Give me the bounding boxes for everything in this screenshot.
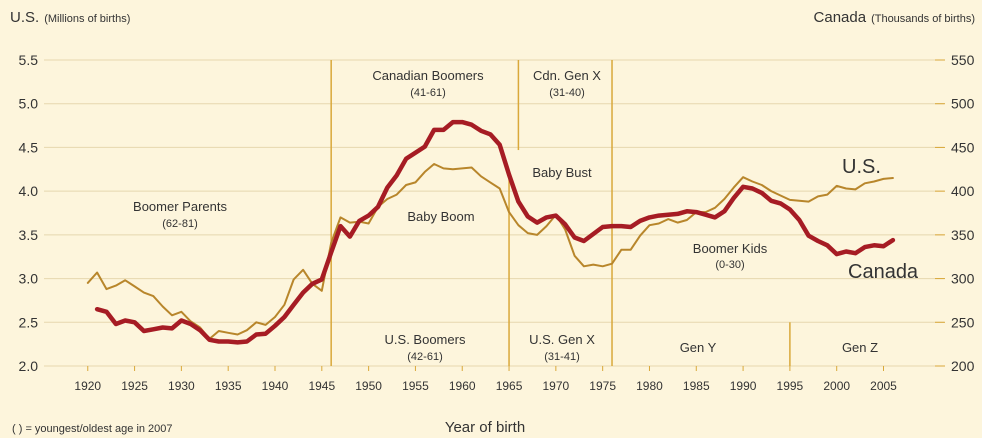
- x-tick-label: 1965: [496, 379, 523, 393]
- annotation: U.S. Gen X: [529, 332, 595, 347]
- y2-tick-label: 300: [951, 271, 975, 287]
- x-tick-label: 1980: [636, 379, 663, 393]
- y2-tick-label: 350: [951, 227, 975, 243]
- y2-tick-label: 500: [951, 96, 975, 112]
- annotation: Canadian Boomers: [372, 68, 484, 83]
- x-tick-label: 1985: [683, 379, 710, 393]
- x-tick-label: 1940: [262, 379, 289, 393]
- x-tick-label: 1960: [449, 379, 476, 393]
- y-tick-label: 2.5: [19, 314, 39, 330]
- annotation: (31-40): [549, 87, 584, 99]
- series-label: Canada: [848, 261, 919, 283]
- x-tick-label: 1925: [121, 379, 148, 393]
- y2-label: Canada: [814, 9, 867, 26]
- x-tick-label: 1990: [730, 379, 757, 393]
- annotation: (62-81): [162, 218, 197, 230]
- annotation: Gen Z: [842, 340, 878, 355]
- y-tick-label: 3.0: [19, 271, 39, 287]
- y-tick-label: 5.5: [19, 52, 39, 68]
- footnote: ( ) = youngest/oldest age in 2007: [12, 423, 173, 435]
- annotation: Baby Boom: [407, 209, 474, 224]
- y2-label-unit: (Thousands of births): [871, 13, 975, 25]
- annotation: Boomer Parents: [133, 199, 227, 214]
- x-tick-label: 1920: [74, 379, 101, 393]
- annotation: (31-41): [544, 351, 579, 363]
- series-label: U.S.: [842, 156, 881, 178]
- annotation: U.S. Boomers: [385, 332, 466, 347]
- y-label: U.S.: [10, 9, 39, 26]
- x-tick-label: 1930: [168, 379, 195, 393]
- y-tick-label: 5.0: [19, 96, 39, 112]
- y2-tick-label: 550: [951, 52, 975, 68]
- x-tick-label: 1935: [215, 379, 242, 393]
- y2-tick-label: 400: [951, 183, 975, 199]
- x-tick-label: 1970: [542, 379, 569, 393]
- x-tick-label: 1975: [589, 379, 616, 393]
- x-tick-label: 1995: [777, 379, 804, 393]
- x-tick-label: 2000: [823, 379, 850, 393]
- annotation: (41-61): [410, 87, 445, 99]
- x-tick-label: 1955: [402, 379, 429, 393]
- x-tick-label: 1950: [355, 379, 382, 393]
- y2-tick-label: 200: [951, 358, 975, 374]
- y-tick-label: 4.5: [19, 139, 39, 155]
- annotation: Cdn. Gen X: [533, 68, 601, 83]
- y2-axis-title: Canada (Thousands of births): [814, 9, 975, 26]
- y-tick-label: 2.0: [19, 358, 39, 374]
- y2-tick-label: 450: [951, 139, 975, 155]
- x-tick-label: 1945: [308, 379, 335, 393]
- series-line: [86, 163, 894, 340]
- y2-tick-label: 250: [951, 314, 975, 330]
- annotation: (0-30): [715, 259, 744, 271]
- y-tick-label: 3.5: [19, 227, 39, 243]
- annotation: (42-61): [407, 351, 442, 363]
- x-tick-label: 2005: [870, 379, 897, 393]
- annotation: Baby Bust: [532, 165, 592, 180]
- y-axis-title: U.S. (Millions of births): [10, 9, 130, 26]
- x-axis-title: Year of birth: [445, 419, 525, 436]
- y-label-unit: (Millions of births): [44, 13, 130, 25]
- annotation: Boomer Kids: [693, 241, 768, 256]
- y-tick-label: 4.0: [19, 183, 39, 199]
- series-line: [94, 119, 896, 345]
- annotation: Gen Y: [680, 340, 717, 355]
